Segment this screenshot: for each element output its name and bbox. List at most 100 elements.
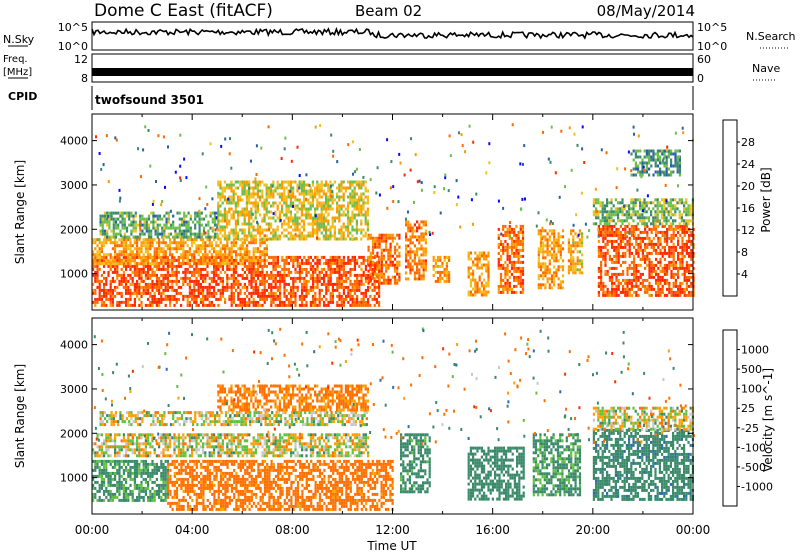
power-cell: [635, 153, 637, 156]
power-cell: [157, 224, 159, 227]
power-cell: [618, 294, 620, 297]
power-cell: [511, 273, 513, 276]
power-cell: [513, 264, 515, 267]
power-cell: [264, 292, 266, 295]
power-cell: [138, 304, 140, 307]
power-cell: [99, 247, 101, 250]
power-cell: [242, 304, 244, 307]
power-cell: [598, 246, 600, 249]
power-cell: [279, 298, 281, 301]
power-cell: [119, 212, 121, 215]
power-cell: [187, 259, 189, 262]
power-cell: [472, 273, 474, 276]
power-cell: [139, 233, 141, 236]
power-cell: [121, 238, 123, 241]
power-cell: [204, 244, 206, 247]
power-cell: [600, 234, 602, 237]
power-cell: [193, 301, 195, 304]
power-cell: [376, 237, 378, 240]
power-cell: [327, 205, 329, 208]
power-cell: [655, 294, 657, 297]
power-cell: [209, 295, 211, 298]
power-cell: [354, 286, 356, 289]
power-cell: [292, 256, 294, 259]
power-cell: [202, 253, 204, 256]
power-cell: [191, 274, 193, 277]
power-cell: [149, 253, 151, 256]
power-cell: [244, 301, 246, 304]
power-cell: [149, 292, 151, 295]
power-cell: [277, 262, 279, 265]
power-cell: [246, 181, 248, 184]
power-cell: [657, 159, 659, 162]
power-cell: [129, 265, 131, 268]
power-cell: [217, 238, 219, 241]
power-cell: [124, 218, 126, 221]
power-cell: [631, 288, 633, 291]
power-cell: [193, 274, 195, 277]
power-cell: [272, 301, 274, 304]
power-cell: [94, 262, 96, 265]
power-cell: [343, 199, 345, 202]
power-cell: [618, 282, 620, 285]
power-cell: [604, 270, 606, 273]
power-cell: [135, 224, 137, 227]
power-cell: [407, 229, 409, 232]
power-cell: [112, 241, 114, 244]
power-cell: [161, 218, 163, 221]
power-cell: [542, 283, 544, 286]
power-cell: [558, 247, 560, 250]
power-cell: [661, 213, 663, 216]
power-cell: [655, 225, 657, 228]
power-cell: [213, 256, 215, 259]
power-cell: [520, 249, 522, 252]
power-cell: [555, 259, 557, 262]
power-cell: [233, 259, 235, 262]
power-cell: [618, 288, 620, 291]
power-cell: [301, 202, 303, 205]
power-cell: [502, 279, 504, 282]
power-cell: [255, 214, 257, 217]
power-cell: [626, 225, 628, 228]
power-cell: [235, 181, 237, 184]
power-cell: [169, 241, 171, 244]
power-cell: [568, 271, 570, 274]
power-cell: [540, 241, 542, 244]
power-cell: [332, 283, 334, 286]
power-cell: [283, 283, 285, 286]
power-cell: [668, 255, 670, 258]
power-cell: [314, 229, 316, 232]
power-cell: [362, 184, 364, 187]
power-cell: [666, 267, 668, 270]
power-cell: [376, 280, 378, 283]
noise-tick-top-left: 10^5: [58, 21, 88, 34]
power-cell: [468, 255, 470, 258]
power-cell: [102, 230, 104, 233]
power-cell: [507, 282, 509, 285]
power-cell: [112, 271, 114, 274]
power-cell: [261, 241, 263, 244]
power-cell: [235, 241, 237, 244]
power-cell: [343, 268, 345, 271]
power-cell: [94, 247, 96, 250]
power-cell: [479, 255, 481, 258]
power-cell: [668, 291, 670, 294]
power-cell: [202, 247, 204, 250]
power-cell: [272, 235, 274, 238]
power-cell: [412, 265, 414, 268]
power-cell: [268, 277, 270, 280]
power-cell: [264, 286, 266, 289]
power-cell: [297, 277, 299, 280]
power-cell: [195, 238, 197, 241]
power-cell: [433, 265, 435, 268]
power-cell: [618, 252, 620, 255]
power-cell: [481, 294, 483, 297]
power-cell: [610, 216, 612, 219]
power-cell: [160, 259, 162, 262]
power-cell: [513, 243, 515, 246]
power-cell: [651, 264, 653, 267]
power-cell: [290, 235, 292, 238]
power-cell: [224, 226, 226, 229]
power-cell: [323, 214, 325, 217]
power-cell: [319, 277, 321, 280]
